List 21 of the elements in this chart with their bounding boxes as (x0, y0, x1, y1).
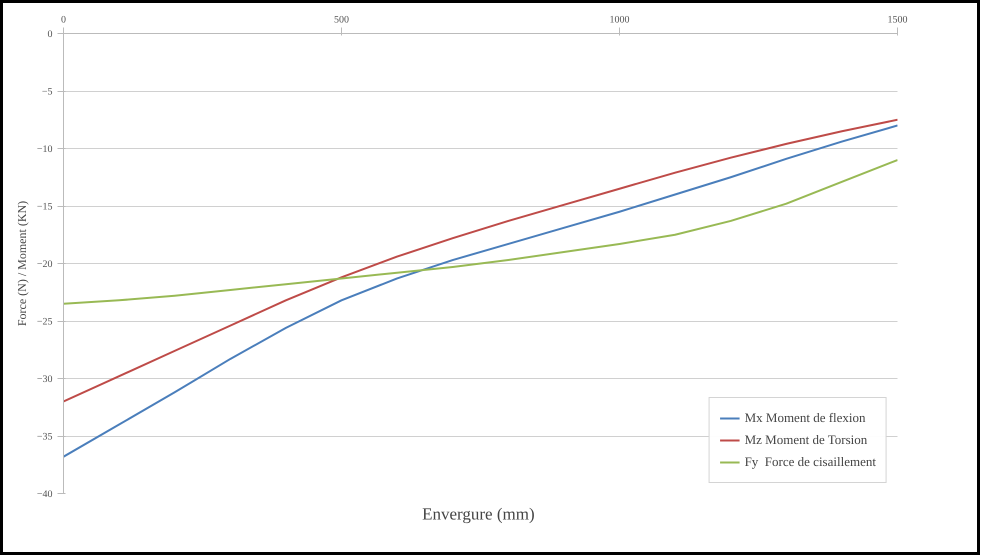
line-series (64, 124, 898, 458)
y-tick-label: −10 (36, 144, 52, 155)
legend-label: Fy Force de cisaillement (744, 454, 876, 470)
x-tick-label: 500 (334, 14, 349, 26)
y-tick-label: −30 (36, 374, 52, 385)
y-tick-label: −20 (36, 259, 52, 270)
y-axis-title: Force (N) / Moment (KN) (14, 200, 29, 326)
x-tick-label: 0 (61, 14, 66, 26)
x-tick-label: 1500 (888, 14, 908, 26)
line-series (64, 159, 898, 305)
legend-label: Mx Moment de flexion (744, 410, 866, 426)
y-tick-label: −40 (36, 489, 52, 500)
y-tick-label: −25 (36, 316, 52, 328)
y-tick-label: 0 (48, 29, 52, 40)
line-series (64, 118, 898, 402)
x-axis-title: Envergure (mm) (422, 504, 535, 524)
y-tick-label: −15 (36, 202, 52, 212)
x-tick-label: 1000 (610, 14, 630, 26)
y-tick-label: −5 (42, 86, 52, 98)
legend-label: Mz Moment de Torsion (744, 432, 868, 448)
y-tick-label: −35 (36, 432, 52, 442)
